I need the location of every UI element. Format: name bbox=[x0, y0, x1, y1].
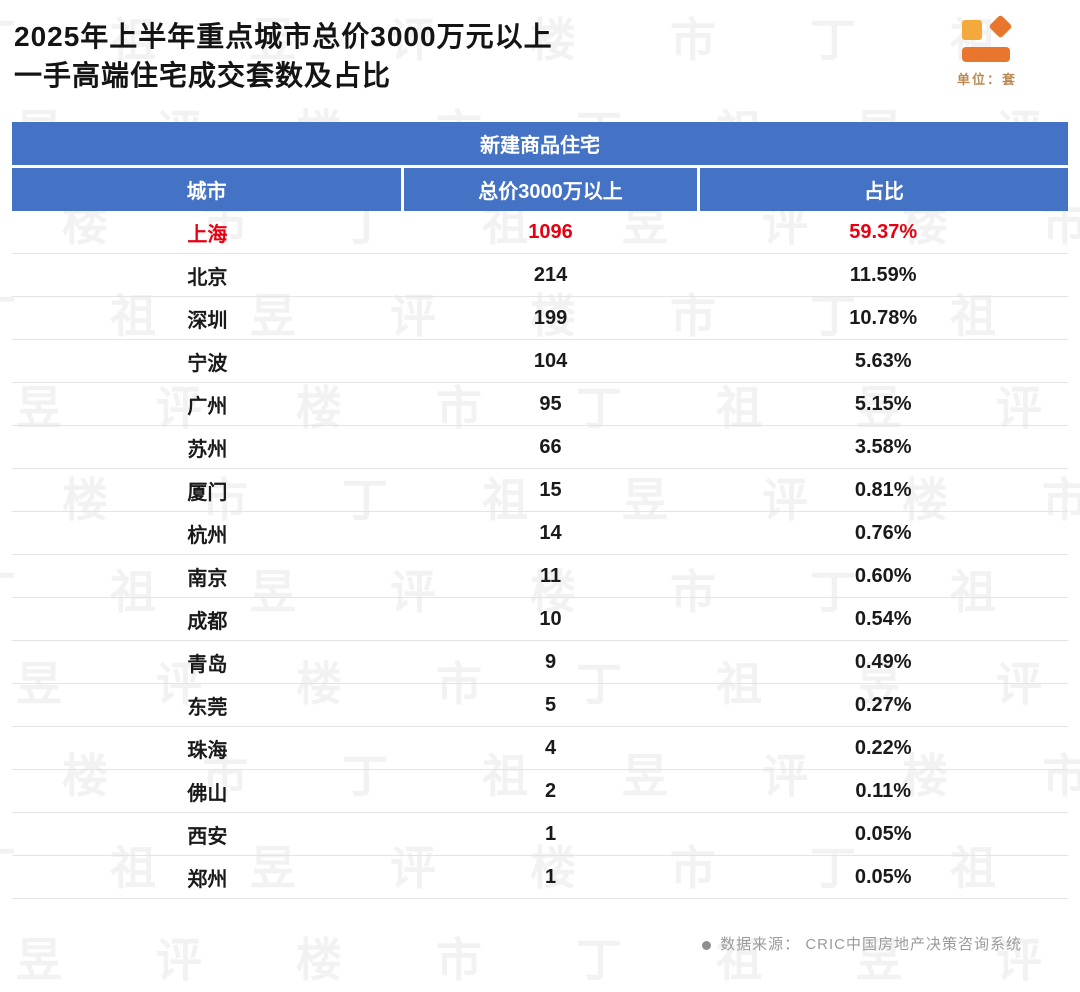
watermark-glyph: 市 bbox=[670, 14, 716, 66]
data-source-text: 数据来源： CRIC中国房地产决策咨询系统 bbox=[720, 936, 1022, 953]
city-cell: 北京 bbox=[12, 253, 403, 297]
table-group-header: 新建商品住宅 bbox=[12, 122, 1068, 168]
watermark-glyph: 丁 bbox=[810, 14, 856, 66]
share-cell: 0.76% bbox=[698, 511, 1068, 555]
table-row: 成都 10 0.54% bbox=[12, 597, 1068, 641]
count-cell: 1096 bbox=[402, 211, 699, 254]
table-row: 郑州 1 0.05% bbox=[12, 855, 1068, 899]
watermark-glyph: 市 bbox=[436, 934, 482, 986]
share-cell: 0.05% bbox=[698, 855, 1068, 899]
share-cell: 0.11% bbox=[698, 769, 1068, 813]
table-row: 西安 1 0.05% bbox=[12, 812, 1068, 856]
page-title-line2: 一手高端住宅成交套数及占比 bbox=[14, 59, 392, 91]
city-cell: 佛山 bbox=[12, 769, 403, 813]
watermark-glyph: 昱 bbox=[16, 934, 62, 986]
logo-bar-icon bbox=[962, 47, 1010, 62]
count-cell: 1 bbox=[402, 812, 699, 856]
table-row: 珠海 4 0.22% bbox=[12, 726, 1068, 770]
table-row: 苏州 66 3.58% bbox=[12, 425, 1068, 469]
table-row: 北京 214 11.59% bbox=[12, 253, 1068, 297]
city-cell: 宁波 bbox=[12, 339, 403, 383]
share-cell: 5.63% bbox=[698, 339, 1068, 383]
count-cell: 66 bbox=[402, 425, 699, 469]
column-header-share: 占比 bbox=[696, 166, 1068, 211]
share-cell: 0.05% bbox=[698, 812, 1068, 856]
share-cell: 0.22% bbox=[698, 726, 1068, 770]
page-title: 2025年上半年重点城市总价3000万元以上 一手高端住宅成交套数及占比 bbox=[14, 18, 553, 95]
table-row: 深圳 199 10.78% bbox=[12, 296, 1068, 340]
count-cell: 11 bbox=[402, 554, 699, 598]
city-cell: 成都 bbox=[12, 597, 403, 641]
city-cell: 西安 bbox=[12, 812, 403, 856]
count-cell: 199 bbox=[402, 296, 699, 340]
share-cell: 5.15% bbox=[698, 382, 1068, 426]
table-row: 厦门 15 0.81% bbox=[12, 468, 1068, 512]
table-group-header-row: 新建商品住宅 bbox=[12, 122, 1068, 168]
count-cell: 10 bbox=[402, 597, 699, 641]
table-row: 广州 95 5.15% bbox=[12, 382, 1068, 426]
city-cell: 上海 bbox=[12, 211, 403, 254]
logo-square-icon bbox=[962, 20, 982, 40]
city-cell: 青岛 bbox=[12, 640, 403, 684]
count-cell: 5 bbox=[402, 683, 699, 727]
unit-label: 单位：套 bbox=[956, 72, 1017, 87]
city-cell: 郑州 bbox=[12, 855, 403, 899]
table-row: 南京 11 0.60% bbox=[12, 554, 1068, 598]
table-row: 上海 1096 59.37% bbox=[12, 211, 1068, 254]
brand-logo-icon bbox=[960, 14, 1014, 62]
share-cell: 0.81% bbox=[698, 468, 1068, 512]
city-cell: 杭州 bbox=[12, 511, 403, 555]
footer-bullet-icon bbox=[702, 940, 712, 950]
table-row: 东莞 5 0.27% bbox=[12, 683, 1068, 727]
count-cell: 4 bbox=[402, 726, 699, 770]
count-cell: 1 bbox=[402, 855, 699, 899]
share-cell: 3.58% bbox=[698, 425, 1068, 469]
table-row: 杭州 14 0.76% bbox=[12, 511, 1068, 555]
page-title-line1: 2025年上半年重点城市总价3000万元以上 bbox=[14, 21, 553, 52]
share-cell: 59.37% bbox=[698, 211, 1068, 254]
share-cell: 0.54% bbox=[698, 597, 1068, 641]
column-header-count: 总价3000万以上 bbox=[401, 166, 699, 211]
city-cell: 珠海 bbox=[12, 726, 403, 770]
count-cell: 2 bbox=[402, 769, 699, 813]
column-header-city: 城市 bbox=[12, 166, 403, 211]
share-cell: 0.60% bbox=[698, 554, 1068, 598]
city-cell: 苏州 bbox=[12, 425, 403, 469]
share-cell: 0.49% bbox=[698, 640, 1068, 684]
table-row: 佛山 2 0.11% bbox=[12, 769, 1068, 813]
count-cell: 214 bbox=[402, 253, 699, 297]
data-source-footer: 数据来源： CRIC中国房地产决策咨询系统 bbox=[702, 933, 1022, 954]
share-cell: 10.78% bbox=[698, 296, 1068, 340]
watermark-glyph: 丁 bbox=[576, 934, 622, 986]
table-row: 青岛 9 0.49% bbox=[12, 640, 1068, 684]
data-table: 新建商品住宅 城市 总价3000万以上 占比 上海 1096 59.37% 北京 214… bbox=[12, 122, 1068, 899]
count-cell: 104 bbox=[402, 339, 699, 383]
city-cell: 深圳 bbox=[12, 296, 403, 340]
city-cell: 厦门 bbox=[12, 468, 403, 512]
watermark-glyph: 评 bbox=[156, 934, 202, 986]
count-cell: 9 bbox=[402, 640, 699, 684]
share-cell: 0.27% bbox=[698, 683, 1068, 727]
table-row: 宁波 104 5.63% bbox=[12, 339, 1068, 383]
count-cell: 15 bbox=[402, 468, 699, 512]
share-cell: 11.59% bbox=[698, 253, 1068, 297]
brand-block: 单位：套 bbox=[952, 14, 1022, 88]
table-column-header-row: 城市 总价3000万以上 占比 bbox=[12, 166, 1068, 211]
city-cell: 南京 bbox=[12, 554, 403, 598]
city-cell: 广州 bbox=[12, 382, 403, 426]
logo-diamond-icon bbox=[988, 14, 1013, 39]
count-cell: 14 bbox=[402, 511, 699, 555]
watermark-glyph: 楼 bbox=[296, 934, 342, 986]
city-cell: 东莞 bbox=[12, 683, 403, 727]
count-cell: 95 bbox=[402, 382, 699, 426]
